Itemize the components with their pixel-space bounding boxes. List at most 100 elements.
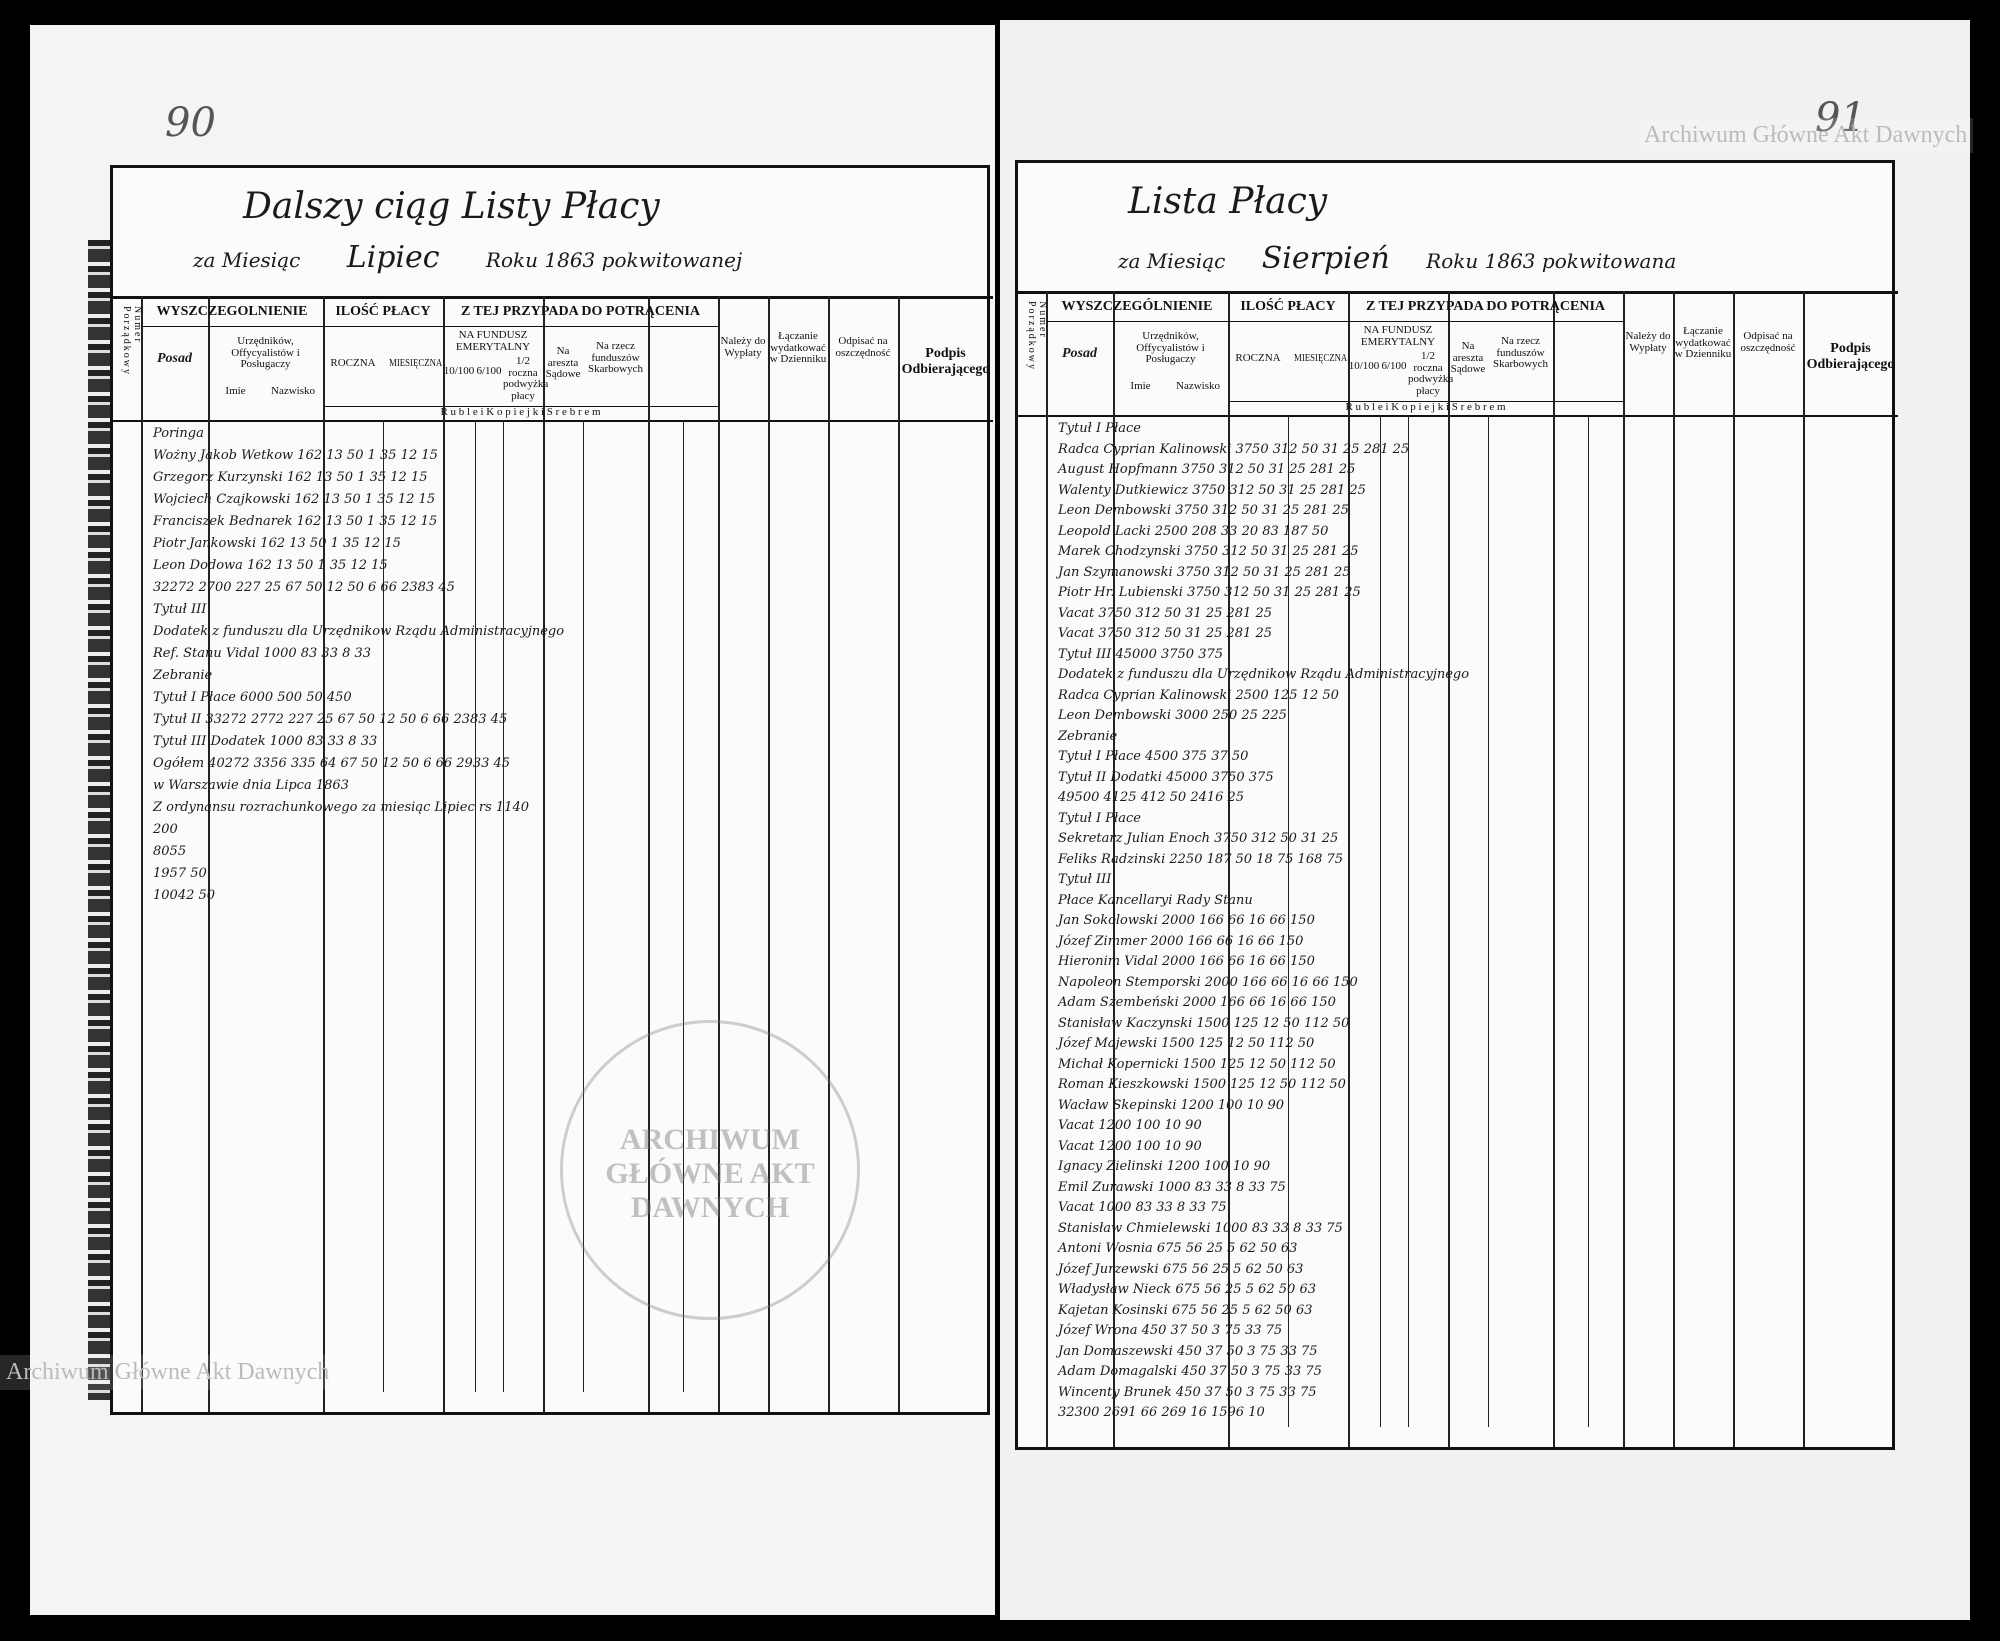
column-rule — [1588, 415, 1589, 1427]
ten-percent-header: 10/100 — [1348, 360, 1380, 372]
ledger-row: Wożny Jakob Wetkow 162 13 50 1 35 12 15 — [153, 448, 438, 463]
first-name-header: Imie — [225, 385, 246, 397]
right-title: Lista Płacy — [1128, 181, 1328, 222]
ledger-row: Antoni Wosnia 675 56 25 5 62 50 63 — [1058, 1241, 1298, 1256]
ledger-row: Vacat 3750 312 50 31 25 281 25 — [1058, 626, 1273, 641]
header-bottom-rule — [1018, 415, 1898, 417]
pension-fund-header: NA FUNDUSZ EMERYTALNY — [1360, 324, 1436, 348]
ledger-row: Leon Dodowa 162 13 50 1 35 12 15 — [153, 558, 388, 573]
ledger-row: Tytuł I Płace 6000 500 50 450 — [153, 690, 352, 705]
ledger-row: Tytuł III 45000 3750 375 — [1058, 646, 1224, 662]
six-percent-header: 6/100 — [1381, 360, 1407, 372]
annual-header: ROCZNA — [330, 357, 376, 369]
ledger-row: Roman Kieszkowski 1500 125 12 50 112 50 — [1058, 1077, 1346, 1092]
column-rule — [768, 296, 770, 1412]
column-rule — [141, 296, 143, 1412]
ledger-row: Feliks Radzinski 2250 187 50 18 75 168 7… — [1058, 851, 1344, 867]
ledger-row: Tytuł III Dodatek 1000 83 33 8 33 — [153, 734, 378, 749]
ledger-row: Tytuł I Płace 4500 375 37 50 — [1058, 749, 1249, 764]
left-page-number: 90 — [165, 100, 216, 146]
ledger-row: Tytuł I Płace — [1058, 810, 1141, 826]
year-prefix: Roku 18 — [485, 248, 570, 272]
number-column-header: Numer Porządkowy — [121, 306, 143, 376]
year-suffix: 63 pokwitowanej — [569, 248, 743, 272]
ledger-row: Marek Chodzynski 3750 312 50 31 25 281 2… — [1058, 544, 1359, 559]
officials-header: Urzędników, Offycyalistów i Posługaczy — [1136, 330, 1205, 366]
column-rule — [828, 420, 829, 1392]
currency-caption: R u b l e i K o p i e j k i S r e b r e … — [1345, 401, 1506, 413]
ledger-row: Tytuł III — [1058, 872, 1112, 887]
ledger-row: 200 — [153, 822, 178, 837]
salary-amount-header: ILOŚĆ PŁACY — [1240, 299, 1336, 314]
ledger-row: Wacław Skepinski 1200 100 10 90 — [1058, 1097, 1285, 1113]
six-percent-header: 6/100 — [476, 365, 502, 377]
monthly-header: MIESIĘCZNA — [389, 357, 443, 369]
ledger-row: Zebranie — [1058, 728, 1118, 744]
column-rule — [543, 296, 545, 1412]
column-rule — [828, 296, 830, 1412]
column-rule — [898, 420, 899, 1392]
column-rule — [1673, 291, 1675, 1447]
column-rule — [1623, 415, 1624, 1427]
ledger-row: Tytuł III — [153, 602, 207, 617]
left-title: Dalszy ciąg Listy Płacy — [243, 186, 660, 227]
year-prefix: Roku 18 — [1426, 249, 1511, 273]
column-rule — [718, 296, 720, 1412]
column-rule — [1046, 291, 1048, 1447]
surname-header: Nazwisko — [271, 385, 315, 397]
currency-rule — [323, 406, 718, 407]
column-rule — [1673, 415, 1674, 1427]
ledger-row: Dodatek z funduszu dla Urzędnikow Rządu … — [153, 624, 565, 639]
raise-header: 1/2 roczna podwyżka płacy — [503, 355, 549, 402]
column-rule — [1046, 415, 1047, 1427]
header-top-rule — [1018, 291, 1898, 294]
left-pay-list: Dalszy ciąg Listy Płacy za Miesiąc Lipie… — [110, 165, 993, 1415]
column-rule — [208, 420, 209, 1392]
annual-header: ROCZNA — [1235, 352, 1281, 364]
column-rule — [1348, 291, 1350, 1447]
watermark-left: Archiwum Główne Akt Dawnych — [0, 1355, 336, 1390]
ledger-row: Vacat 1200 100 10 90 — [1058, 1118, 1202, 1133]
ledger-row: Ref. Stanu Vidal 1000 83 33 8 33 — [153, 646, 372, 661]
column-rule — [141, 420, 142, 1392]
ledger-row: Vacat 3750 312 50 31 25 281 25 — [1058, 605, 1273, 621]
ledger-row: Ignacy Zielinski 1200 100 10 90 — [1058, 1159, 1271, 1174]
ledger-row: 49500 4125 412 50 2416 25 — [1058, 790, 1245, 805]
column-rule — [718, 420, 719, 1392]
header-bottom-rule — [113, 420, 993, 422]
column-rule — [1288, 415, 1289, 1427]
ledger-row: 8055 — [153, 844, 187, 859]
right-pay-list: Lista Płacy za Miesiąc Sierpień Roku 186… — [1015, 160, 1898, 1450]
journal-header: Łączanie wydatkować w Dzienniku — [769, 330, 827, 366]
column-rule — [1553, 415, 1554, 1427]
ledger-row: Adam Domagalski 450 37 50 3 75 33 75 — [1058, 1364, 1322, 1379]
column-rule — [648, 296, 650, 1412]
ledger-row: Michał Kopernicki 1500 125 12 50 112 50 — [1058, 1056, 1336, 1072]
column-rule — [583, 420, 584, 1392]
ledger-row: 1957 50 — [153, 866, 207, 881]
deductions-header: Z TEJ PRZYPADA DO POTRĄCENIA — [1365, 299, 1606, 314]
ledger-row: Walenty Dutkiewicz 3750 312 50 31 25 281… — [1058, 482, 1366, 498]
posad-header: Posad — [1062, 346, 1097, 361]
rule — [141, 326, 323, 327]
ledger-row: Grzegorz Kurzynski 162 13 50 1 35 12 15 — [153, 470, 428, 485]
ledger-row: Józef Zimmer 2000 166 66 16 66 150 — [1058, 933, 1304, 949]
officials-header: Urzędników, Offycyalistów i Posługaczy — [231, 335, 300, 371]
rule — [323, 326, 718, 327]
column-rule — [1408, 415, 1409, 1427]
ledger-row: Napoleon Stemporski 2000 166 66 16 66 15… — [1058, 974, 1358, 990]
ledger-row: Józef Wrona 450 37 50 3 75 33 75 — [1058, 1323, 1283, 1338]
header-top-rule — [113, 296, 993, 299]
rule — [1046, 321, 1228, 322]
column-rule — [1733, 415, 1734, 1427]
column-rule — [443, 420, 444, 1392]
treasury-header: Na rzecz funduszów Skarbowych — [588, 340, 643, 376]
column-rule — [1228, 415, 1229, 1427]
ledger-row: Stanisław Chmielewski 1000 83 33 8 33 75 — [1058, 1220, 1343, 1236]
column-rule — [1733, 291, 1735, 1447]
ledger-row: Radca Cyprian Kalinowski 3750 312 50 31 … — [1058, 441, 1410, 457]
ledger-row: Tytuł II Dodatki 45000 3750 375 — [1058, 769, 1274, 785]
payable-header: Należy do Wypłaty — [720, 335, 766, 359]
column-rule — [208, 296, 210, 1412]
watermark-right: Archiwum Główne Akt Dawnych — [1638, 118, 1974, 153]
